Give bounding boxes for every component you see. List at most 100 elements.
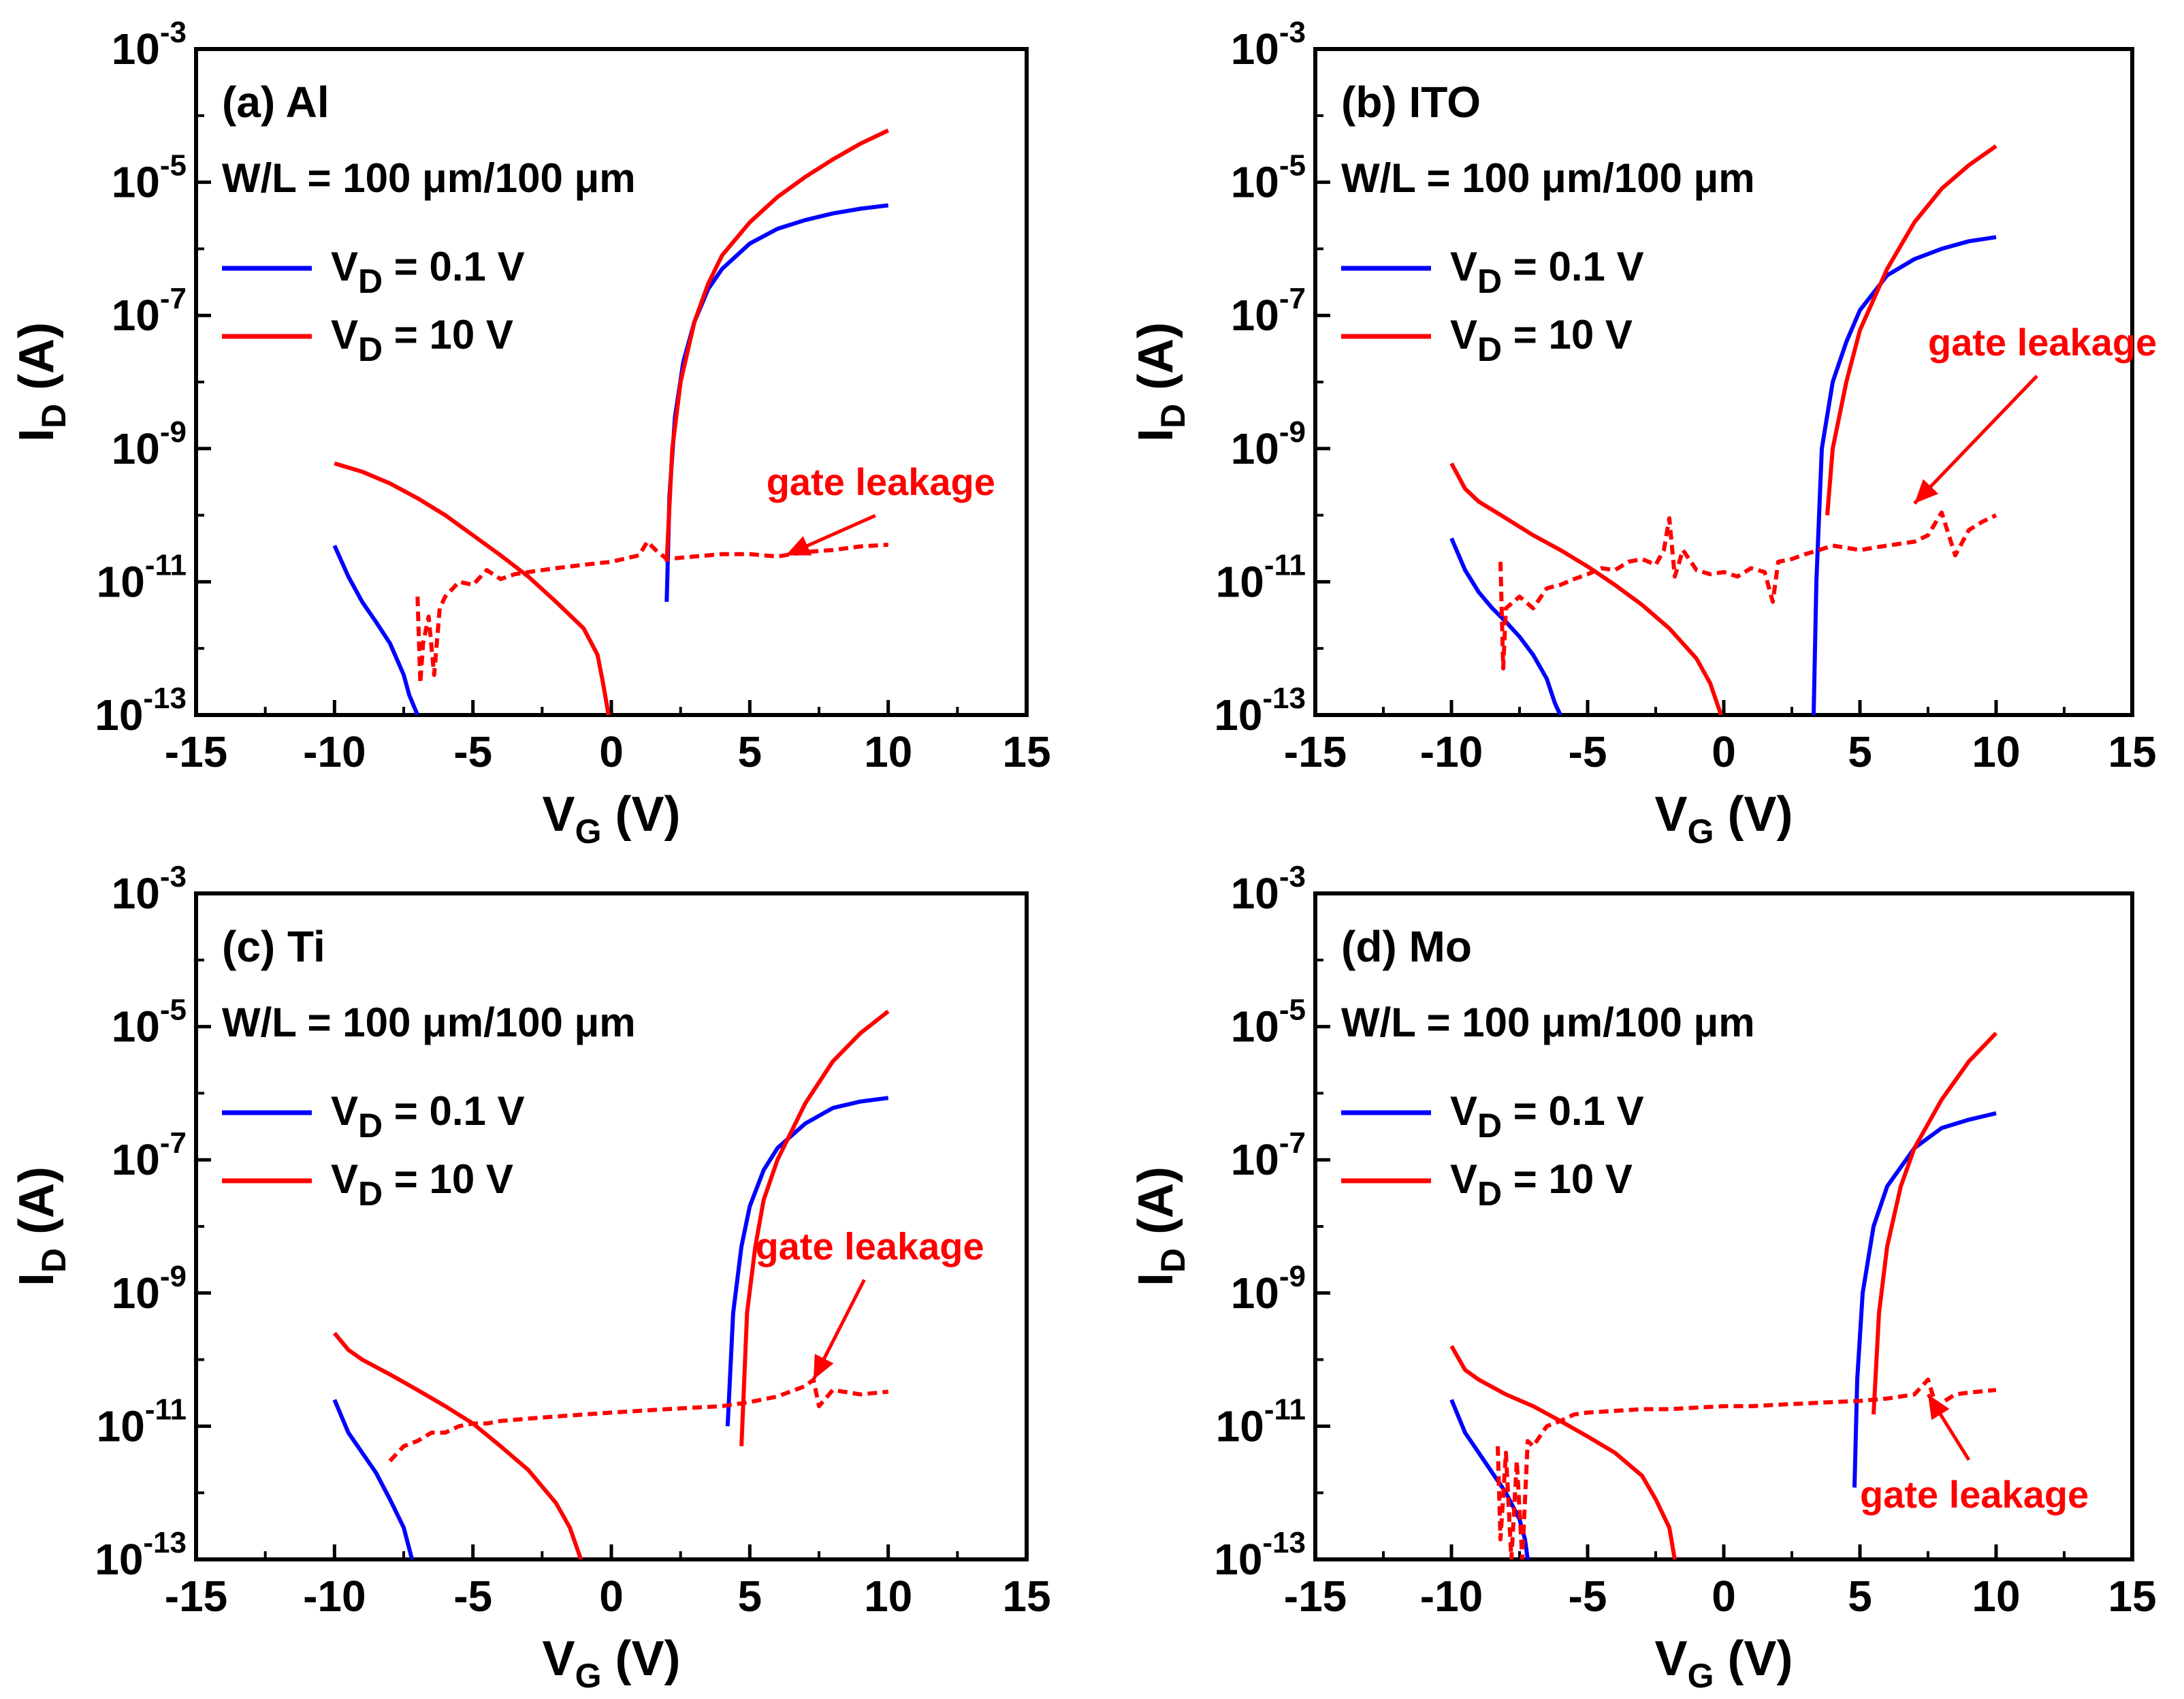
y-axis-label: ID (A) xyxy=(1129,1166,1192,1286)
y-tick-label: 10-7 xyxy=(1231,1126,1306,1184)
panel-title: (d) Mo xyxy=(1341,922,1472,971)
x-tick-label: -5 xyxy=(453,727,492,776)
series-line-1 xyxy=(1449,537,1562,715)
x-tick-label: -15 xyxy=(165,1572,228,1621)
x-tick-label: 10 xyxy=(864,1572,912,1621)
series-line-2 xyxy=(1449,462,1723,715)
x-tick-label: 0 xyxy=(599,727,624,776)
x-tick-label: -10 xyxy=(303,1572,366,1621)
y-tick-label: 10-7 xyxy=(112,1126,187,1184)
panel-title: (b) ITO xyxy=(1341,78,1481,127)
y-tick-label: 10-3 xyxy=(112,16,187,74)
x-tick-label: -15 xyxy=(1284,1572,1347,1621)
x-tick-label: 10 xyxy=(1972,1572,2020,1621)
x-tick-label: 10 xyxy=(864,727,912,776)
x-tick-label: 5 xyxy=(1848,1572,1872,1621)
x-tick-label: -10 xyxy=(1420,1572,1483,1621)
series-line-2 xyxy=(1872,1032,1998,1415)
plot-frame xyxy=(1313,47,2134,717)
x-axis-label: VG (V) xyxy=(1655,1632,1793,1695)
chart-panel-2: -15 -10 -5 0 5 10 15 10-13 10-11 10-9 10-7 10-5 10-3… xyxy=(1129,16,2157,851)
series-group xyxy=(332,1009,890,1559)
legend-entry-2: VD = 10 V xyxy=(1450,312,1633,368)
series-line-3 xyxy=(1496,1378,1997,1559)
y-tick-label: 10-3 xyxy=(1231,860,1306,918)
y-tick-label: 10-5 xyxy=(112,149,187,207)
x-tick-label: 0 xyxy=(1712,727,1736,776)
annotation-arrow xyxy=(1913,375,2038,505)
gate-leakage-annotation: gate leakage xyxy=(1860,1473,2089,1516)
series-line-3 xyxy=(415,539,888,686)
series-line-1 xyxy=(1812,235,1997,715)
x-tick-label: 5 xyxy=(1848,727,1872,776)
x-tick-label: 10 xyxy=(1972,727,2020,776)
plot-frame xyxy=(1313,891,2134,1561)
plot-frame xyxy=(194,47,1029,717)
panel-title: (c) Ti xyxy=(222,922,325,971)
series-line-3 xyxy=(1498,510,1997,671)
x-tick-label: -15 xyxy=(165,727,228,776)
x-axis-label: VG (V) xyxy=(1655,787,1793,851)
gate-leakage-annotation: gate leakage xyxy=(767,460,995,503)
x-tick-label: 0 xyxy=(599,1572,624,1621)
annotation-arrowhead xyxy=(1928,1394,1950,1420)
chart-panel-1: -15 -10 -5 0 5 10 15 10-13 10-11 10-9 10-7 10-5 10-3… xyxy=(10,16,1051,851)
series-line-1 xyxy=(664,203,889,602)
y-tick-label: 10-11 xyxy=(1216,548,1306,606)
x-axis-label: VG (V) xyxy=(543,787,681,851)
series-group xyxy=(332,128,889,715)
y-tick-label: 10-7 xyxy=(1231,282,1306,340)
y-axis-label: ID (A) xyxy=(10,1166,73,1286)
x-tick-label: -10 xyxy=(303,727,366,776)
y-tick-label: 10-9 xyxy=(1231,415,1306,473)
legend-entry-1: VD = 0.1 V xyxy=(331,244,525,300)
series-line-2 xyxy=(739,1009,890,1446)
x-tick-label: -5 xyxy=(1569,1572,1607,1621)
annotation-arrowhead xyxy=(813,1354,834,1380)
gate-leakage-annotation: gate leakage xyxy=(1928,321,2157,364)
series-line-1 xyxy=(332,544,420,715)
x-tick-label: 15 xyxy=(2108,1572,2156,1621)
chart-panel-4: -15 -10 -5 0 5 10 15 10-13 10-11 10-9 10-7 10-5 10-3… xyxy=(1129,860,2157,1695)
y-tick-label: 10-11 xyxy=(1216,1393,1306,1450)
channel-dimension-note: W/L = 100 μm/100 μm xyxy=(222,1000,636,1045)
x-tick-label: -10 xyxy=(1420,727,1483,776)
series-line-2 xyxy=(334,461,611,715)
series-line-2 xyxy=(332,1331,583,1559)
x-tick-label: 0 xyxy=(1712,1572,1736,1621)
x-axis-label: VG (V) xyxy=(543,1632,681,1695)
x-tick-label: -5 xyxy=(1569,727,1607,776)
legend-entry-2: VD = 10 V xyxy=(1450,1156,1633,1213)
y-tick-label: 10-9 xyxy=(112,415,187,473)
series-line-1 xyxy=(1852,1111,1997,1488)
series-line-1 xyxy=(332,1399,415,1559)
x-tick-label: 5 xyxy=(738,727,762,776)
annotation-arrowhead xyxy=(786,536,812,556)
series-group xyxy=(1449,1032,1998,1559)
y-tick-label: 10-5 xyxy=(112,994,187,1051)
y-tick-label: 10-7 xyxy=(112,282,187,340)
chart-panel-3: -15 -10 -5 0 5 10 15 10-13 10-11 10-9 10-7 10-5 10-3… xyxy=(10,860,1051,1695)
channel-dimension-note: W/L = 100 μm/100 μm xyxy=(1341,1000,1755,1045)
series-line-1 xyxy=(725,1096,889,1427)
series-line-2 xyxy=(1449,1345,1677,1559)
y-tick-label: 10-13 xyxy=(1214,1526,1306,1584)
legend-entry-1: VD = 0.1 V xyxy=(331,1088,525,1145)
y-tick-label: 10-13 xyxy=(95,1526,187,1584)
y-tick-label: 10-11 xyxy=(97,1393,187,1450)
x-tick-label: 15 xyxy=(1002,1572,1050,1621)
x-tick-label: -5 xyxy=(453,1572,492,1621)
legend-entry-2: VD = 10 V xyxy=(331,1156,513,1213)
x-tick-label: -15 xyxy=(1284,727,1347,776)
legend-entry-1: VD = 0.1 V xyxy=(1450,244,1644,300)
y-tick-label: 10-3 xyxy=(1231,16,1306,74)
y-tick-label: 10-9 xyxy=(1231,1260,1306,1318)
y-axis-label: ID (A) xyxy=(1129,322,1192,442)
channel-dimension-note: W/L = 100 μm/100 μm xyxy=(222,155,636,201)
legend-entry-1: VD = 0.1 V xyxy=(1450,1088,1644,1145)
y-axis-label: ID (A) xyxy=(10,322,73,442)
y-tick-label: 10-11 xyxy=(97,548,187,606)
y-tick-label: 10-5 xyxy=(1231,149,1306,207)
gate-leakage-annotation: gate leakage xyxy=(755,1224,984,1267)
panel-title: (a) Al xyxy=(222,78,330,127)
